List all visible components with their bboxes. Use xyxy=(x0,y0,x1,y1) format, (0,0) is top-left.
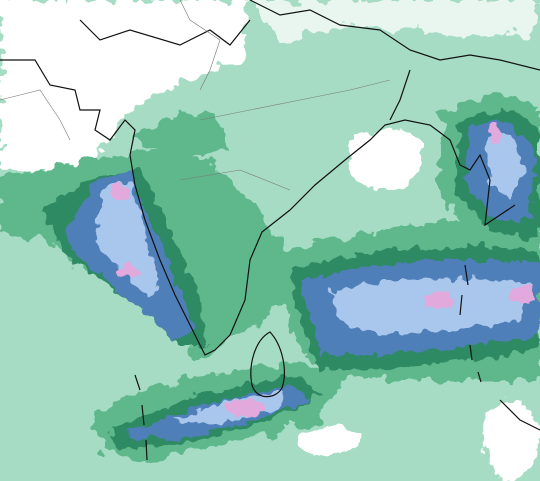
extreme-rain xyxy=(111,125,536,416)
coastlines xyxy=(0,0,540,461)
intense-rain xyxy=(95,135,530,425)
borders xyxy=(0,0,391,191)
